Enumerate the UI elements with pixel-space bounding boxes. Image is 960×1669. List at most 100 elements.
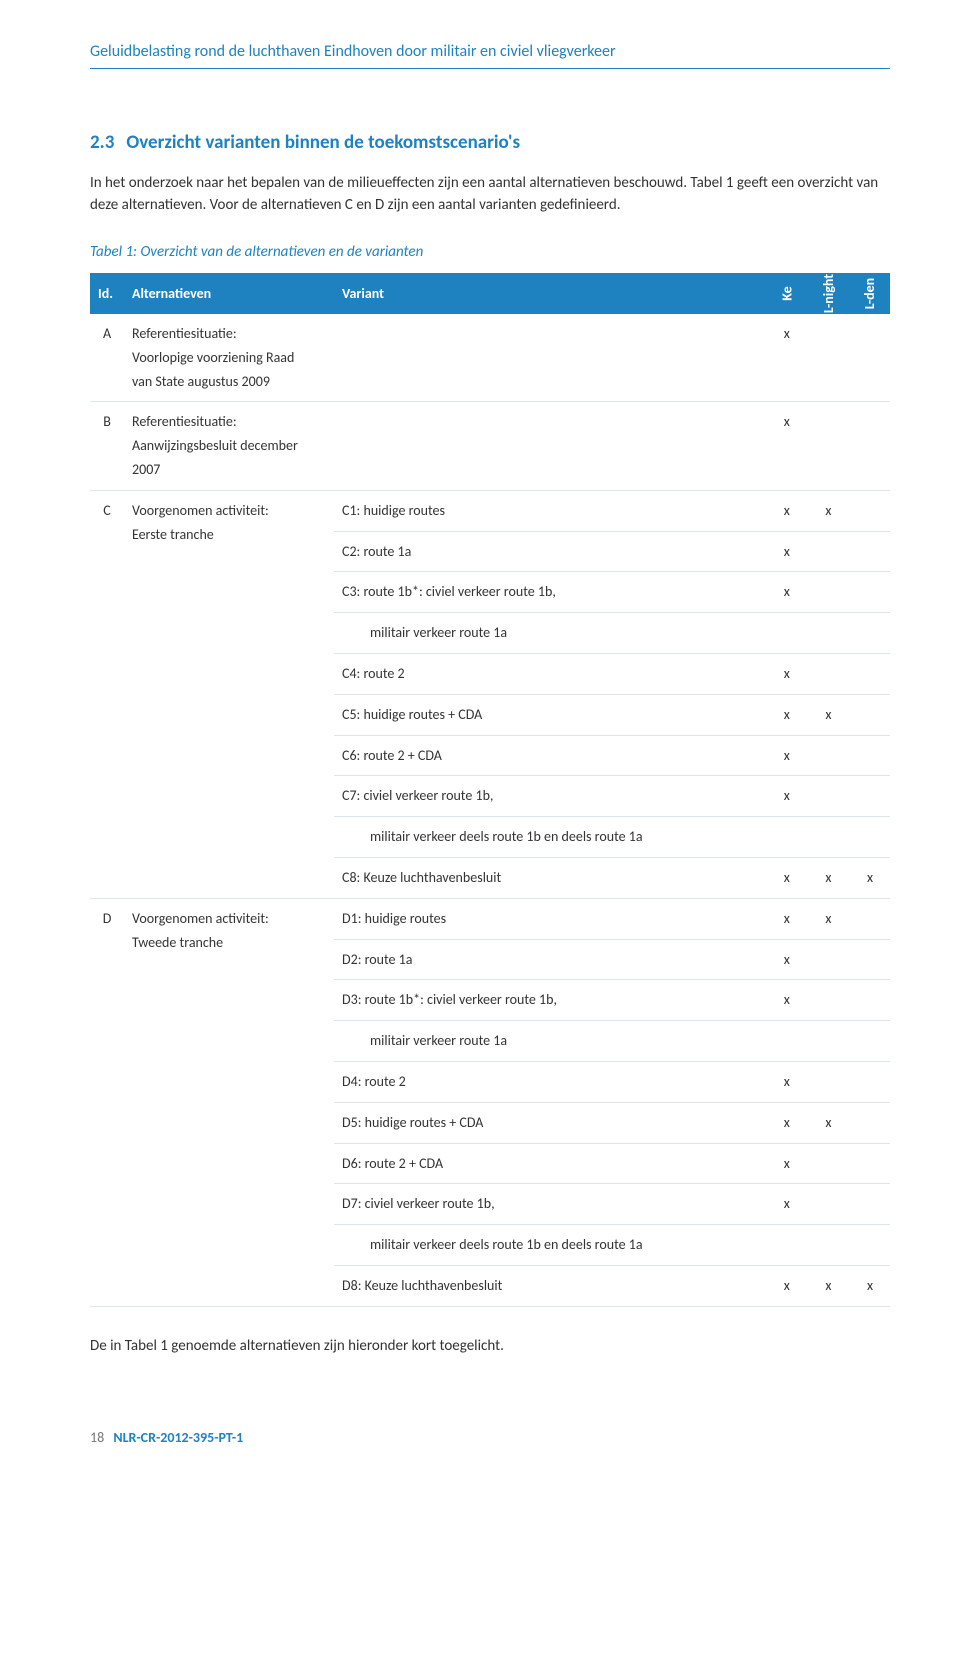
cell-id: D xyxy=(90,898,124,1306)
th-ke: Ke xyxy=(767,273,807,314)
cell-lden xyxy=(850,980,890,1021)
cell-lden xyxy=(850,402,890,490)
cell-ke: x xyxy=(767,980,807,1021)
cell-lden xyxy=(850,1061,890,1102)
cell-variant: C6: route 2 + CDA xyxy=(334,735,767,776)
cell-lden xyxy=(850,776,890,817)
cell-ke: x xyxy=(767,402,807,490)
cell-id: A xyxy=(90,314,124,402)
cell-ke xyxy=(767,1021,807,1062)
cell-lnight xyxy=(807,1061,850,1102)
cell-ke xyxy=(767,613,807,654)
table-row: BReferentiesituatie:Aanwijzingsbesluit d… xyxy=(90,402,890,490)
cell-lnight: x xyxy=(807,1102,850,1143)
alternatives-table: Id. Alternatieven Variant Ke L-night L-d… xyxy=(90,273,890,1307)
cell-ke: x xyxy=(767,776,807,817)
cell-ke: x xyxy=(767,1102,807,1143)
cell-id: B xyxy=(90,402,124,490)
cell-variant: C8: Keuze luchthavenbesluit xyxy=(334,857,767,898)
cell-ke: x xyxy=(767,898,807,939)
cell-variant: D2: route 1a xyxy=(334,939,767,980)
cell-lnight xyxy=(807,939,850,980)
cell-ke: x xyxy=(767,857,807,898)
cell-variant: militair verkeer deels route 1b en deels… xyxy=(334,1225,767,1266)
cell-lden xyxy=(850,314,890,402)
cell-ke: x xyxy=(767,1061,807,1102)
cell-lnight xyxy=(807,776,850,817)
th-alternatieven: Alternatieven xyxy=(124,273,334,314)
cell-ke xyxy=(767,1225,807,1266)
cell-lden xyxy=(850,1225,890,1266)
cell-lnight xyxy=(807,613,850,654)
cell-alternatief: Referentiesituatie:Aanwijzingsbesluit de… xyxy=(124,402,334,490)
cell-variant xyxy=(334,314,767,402)
doc-reference: NLR-CR-2012-395-PT-1 xyxy=(113,1429,243,1446)
page-number: 18 xyxy=(90,1429,104,1446)
cell-alternatief: Referentiesituatie:Voorlopige voorzienin… xyxy=(124,314,334,402)
table-row: DVoorgenomen activiteit:Tweede trancheD1… xyxy=(90,898,890,939)
cell-lden xyxy=(850,572,890,613)
cell-lden xyxy=(850,653,890,694)
cell-lnight xyxy=(807,1225,850,1266)
cell-lnight xyxy=(807,531,850,572)
page-footer: 18 NLR-CR-2012-395-PT-1 xyxy=(90,1427,890,1448)
cell-ke: x xyxy=(767,653,807,694)
closing-paragraph: De in Tabel 1 genoemde alternatieven zij… xyxy=(90,1335,890,1358)
cell-lden xyxy=(850,531,890,572)
cell-lnight xyxy=(807,735,850,776)
cell-lden xyxy=(850,490,890,531)
cell-ke: x xyxy=(767,1265,807,1306)
cell-lnight: x xyxy=(807,898,850,939)
cell-lden xyxy=(850,1021,890,1062)
th-id: Id. xyxy=(90,273,124,314)
cell-variant: D5: huidige routes + CDA xyxy=(334,1102,767,1143)
cell-variant: C4: route 2 xyxy=(334,653,767,694)
cell-alternatief: Voorgenomen activiteit:Tweede tranche xyxy=(124,898,334,1306)
intro-paragraph: In het onderzoek naar het bepalen van de… xyxy=(90,172,890,217)
cell-lden xyxy=(850,1184,890,1225)
th-lnight: L-night xyxy=(807,273,850,314)
cell-variant: C5: huidige routes + CDA xyxy=(334,694,767,735)
cell-variant: militair verkeer deels route 1b en deels… xyxy=(334,817,767,858)
cell-lden: x xyxy=(850,857,890,898)
cell-lnight xyxy=(807,980,850,1021)
cell-ke: x xyxy=(767,694,807,735)
cell-lnight xyxy=(807,314,850,402)
cell-ke: x xyxy=(767,939,807,980)
cell-lden xyxy=(850,939,890,980)
cell-ke: x xyxy=(767,1143,807,1184)
section-number: 2.3 xyxy=(90,131,114,154)
cell-variant: C7: civiel verkeer route 1b, xyxy=(334,776,767,817)
cell-ke: x xyxy=(767,572,807,613)
section-title: Overzicht varianten binnen de toekomstsc… xyxy=(126,131,520,154)
th-variant: Variant xyxy=(334,273,767,314)
cell-variant: D8: Keuze luchthavenbesluit xyxy=(334,1265,767,1306)
cell-variant: C3: route 1b*: civiel verkeer route 1b, xyxy=(334,572,767,613)
cell-variant: militair verkeer route 1a xyxy=(334,1021,767,1062)
cell-variant: D7: civiel verkeer route 1b, xyxy=(334,1184,767,1225)
cell-variant: D1: huidige routes xyxy=(334,898,767,939)
cell-variant: C1: huidige routes xyxy=(334,490,767,531)
cell-lnight: x xyxy=(807,490,850,531)
cell-lnight xyxy=(807,1143,850,1184)
cell-variant: D6: route 2 + CDA xyxy=(334,1143,767,1184)
th-lden: L-den xyxy=(850,273,890,314)
cell-variant: D4: route 2 xyxy=(334,1061,767,1102)
cell-ke: x xyxy=(767,314,807,402)
cell-id: C xyxy=(90,490,124,898)
cell-lnight: x xyxy=(807,1265,850,1306)
cell-ke: x xyxy=(767,735,807,776)
running-header: Geluidbelasting rond de luchthaven Eindh… xyxy=(90,40,890,69)
cell-lden xyxy=(850,613,890,654)
cell-lnight xyxy=(807,402,850,490)
cell-lden: x xyxy=(850,1265,890,1306)
cell-ke: x xyxy=(767,1184,807,1225)
cell-alternatief: Voorgenomen activiteit:Eerste tranche xyxy=(124,490,334,898)
table-row: AReferentiesituatie:Voorlopige voorzieni… xyxy=(90,314,890,402)
cell-variant: C2: route 1a xyxy=(334,531,767,572)
cell-variant: D3: route 1b*: civiel verkeer route 1b, xyxy=(334,980,767,1021)
cell-lden xyxy=(850,817,890,858)
cell-variant: militair verkeer route 1a xyxy=(334,613,767,654)
cell-lden xyxy=(850,1143,890,1184)
table-row: CVoorgenomen activiteit:Eerste trancheC1… xyxy=(90,490,890,531)
